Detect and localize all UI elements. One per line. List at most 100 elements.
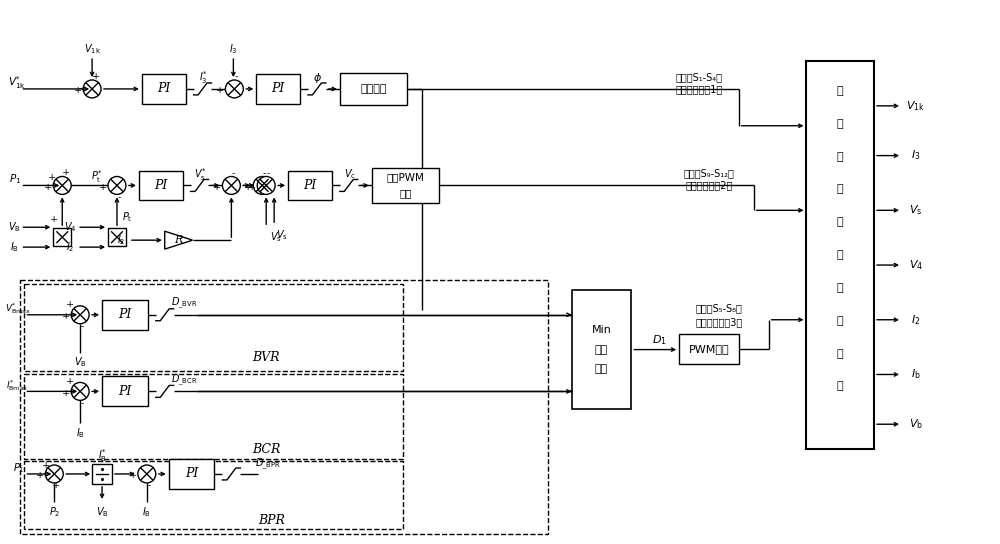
Bar: [340, 73, 407, 105]
Text: $P_{\rm 2}$: $P_{\rm 2}$: [49, 505, 60, 518]
Text: $I_{\rm 2}$: $I_{\rm 2}$: [66, 240, 74, 254]
Text: 逻辑: 逻辑: [595, 364, 608, 374]
Text: $V_{\rm s}$: $V_{\rm s}$: [276, 228, 288, 242]
Text: 开关管S₁-S₄脉: 开关管S₁-S₄脉: [675, 72, 722, 82]
Text: +: +: [50, 215, 58, 224]
Bar: [108, 228, 126, 246]
Text: $V_{\rm 1k}$: $V_{\rm 1k}$: [84, 42, 101, 56]
Circle shape: [225, 80, 243, 98]
Text: -: -: [235, 72, 238, 82]
Text: $I_{\rm B}^{*}$: $I_{\rm B}^{*}$: [98, 448, 107, 465]
Text: $I_{\rm Bmax}^{*}$: $I_{\rm Bmax}^{*}$: [6, 378, 29, 393]
Circle shape: [257, 176, 275, 194]
Text: PI: PI: [154, 179, 167, 192]
Text: +: +: [66, 300, 74, 310]
Circle shape: [222, 176, 240, 194]
Circle shape: [53, 176, 71, 194]
Bar: [24, 284, 403, 372]
Text: $I_{\rm B}$: $I_{\rm B}$: [142, 505, 151, 518]
Text: $I_{\rm 2}$: $I_{\rm 2}$: [117, 233, 125, 247]
Text: $V_{\rm b}$: $V_{\rm b}$: [909, 417, 923, 431]
Text: $\phi$: $\phi$: [313, 71, 322, 85]
Text: $V_{\rm 4}$: $V_{\rm 4}$: [64, 220, 77, 234]
Text: -: -: [147, 481, 150, 490]
Bar: [24, 461, 403, 529]
Text: -: -: [92, 72, 96, 82]
Text: +: +: [248, 183, 256, 192]
Text: -: -: [267, 169, 270, 178]
Text: +: +: [62, 389, 70, 398]
Circle shape: [45, 465, 63, 483]
Text: $D_{\rm \_BCR}$: $D_{\rm \_BCR}$: [171, 373, 198, 388]
Text: +: +: [66, 377, 74, 386]
Bar: [169, 459, 214, 489]
Text: PI: PI: [185, 467, 198, 480]
Text: $P_{\rm t}$: $P_{\rm t}$: [122, 211, 132, 224]
Text: $V_{\rm s}$: $V_{\rm s}$: [909, 203, 923, 217]
Text: -: -: [79, 84, 82, 94]
Text: $I_{\rm 3}$: $I_{\rm 3}$: [911, 149, 921, 163]
Text: +: +: [62, 168, 70, 177]
Text: 冲信号（端口3）: 冲信号（端口3）: [695, 317, 743, 327]
Text: 冲信号（端口1）: 冲信号（端口1）: [675, 84, 723, 94]
Text: 冲信号（端口2）: 冲信号（端口2）: [685, 181, 733, 190]
Text: $V_{\rm B}$: $V_{\rm B}$: [74, 356, 87, 369]
Text: $V_{\rm 4}$: $V_{\rm 4}$: [909, 258, 923, 272]
Text: 联: 联: [837, 283, 844, 293]
Text: 流: 流: [837, 119, 844, 129]
Text: PWM逻辑: PWM逻辑: [689, 344, 729, 354]
Text: $I_{\rm B}$: $I_{\rm B}$: [10, 240, 19, 254]
Bar: [679, 333, 739, 363]
Circle shape: [71, 382, 89, 400]
Text: BCR: BCR: [252, 443, 280, 455]
Text: +: +: [92, 71, 100, 81]
Text: $V_{\rm s}^{*}$: $V_{\rm s}^{*}$: [194, 166, 207, 183]
Text: PI: PI: [303, 179, 317, 192]
Text: +: +: [52, 481, 60, 490]
Circle shape: [71, 306, 89, 324]
Text: 开关管S₅-S₈脉: 开关管S₅-S₈脉: [695, 303, 742, 313]
Text: $P_{\rm 1}$: $P_{\rm 1}$: [13, 461, 24, 475]
Text: 换: 换: [837, 349, 844, 358]
Text: +: +: [44, 183, 52, 192]
Text: $V_{\rm Bmax}^{*}$: $V_{\rm Bmax}^{*}$: [5, 301, 31, 316]
Bar: [102, 300, 148, 330]
Text: -: -: [232, 169, 235, 178]
Bar: [20, 280, 548, 534]
Bar: [53, 228, 71, 246]
Text: $V_{\rm c}$: $V_{\rm c}$: [344, 168, 356, 181]
Text: +: +: [216, 86, 225, 95]
Text: +: +: [48, 173, 56, 182]
Text: $V_{\rm B}$: $V_{\rm B}$: [96, 505, 108, 518]
Text: -: -: [117, 193, 121, 202]
Text: -: -: [81, 399, 84, 408]
Text: 移相逻辑: 移相逻辑: [360, 84, 387, 94]
Text: $I_{\rm B}$: $I_{\rm B}$: [76, 426, 85, 440]
Text: $V_{\rm s}$: $V_{\rm s}$: [270, 230, 282, 244]
Text: $P_{\rm 1}$: $P_{\rm 1}$: [9, 172, 22, 187]
Text: $D_{\rm \_BPR}$: $D_{\rm \_BPR}$: [255, 456, 281, 472]
Text: 竞争: 竞争: [595, 344, 608, 355]
Bar: [139, 170, 183, 200]
Text: $D_{\rm \_BVR}$: $D_{\rm \_BVR}$: [171, 296, 198, 311]
Text: 微: 微: [837, 152, 844, 162]
Text: $D_{\rm 1}$: $D_{\rm 1}$: [652, 333, 667, 347]
Text: $P_{\rm t}^{*}$: $P_{\rm t}^{*}$: [91, 168, 103, 185]
Text: PI: PI: [157, 83, 170, 95]
Text: BPR: BPR: [258, 514, 285, 527]
Text: 器: 器: [837, 381, 844, 392]
Text: $I_{\rm b}$: $I_{\rm b}$: [911, 368, 921, 381]
Text: $I_{\rm 2}$: $I_{\rm 2}$: [911, 313, 921, 326]
Bar: [102, 376, 148, 406]
Circle shape: [253, 176, 271, 194]
Text: 逻辑: 逻辑: [399, 188, 412, 199]
Bar: [572, 290, 631, 409]
Circle shape: [108, 176, 126, 194]
Bar: [372, 168, 439, 203]
Text: $I_{\rm 3}$: $I_{\rm 3}$: [229, 42, 238, 56]
Text: 网: 网: [837, 217, 844, 227]
Text: +: +: [62, 312, 70, 322]
Bar: [24, 374, 403, 459]
Text: $V_{\rm 1k}^{*}$: $V_{\rm 1k}^{*}$: [8, 75, 25, 91]
Text: PI: PI: [118, 308, 132, 322]
